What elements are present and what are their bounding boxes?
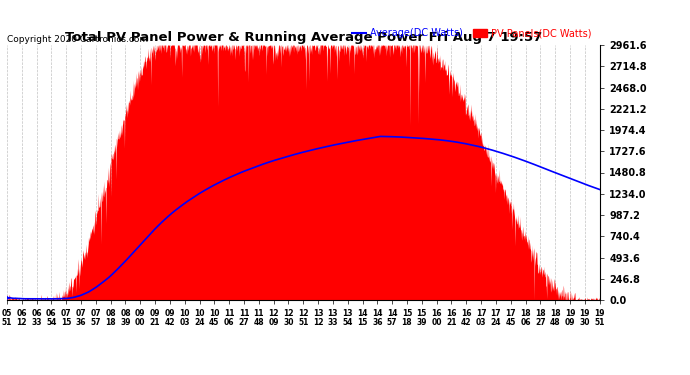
- Title: Total PV Panel Power & Running Average Power Fri Aug 7 19:57: Total PV Panel Power & Running Average P…: [65, 31, 542, 44]
- Text: Copyright 2020 Cartronics.com: Copyright 2020 Cartronics.com: [7, 35, 148, 44]
- Legend: Average(DC Watts), PV Panels(DC Watts): Average(DC Watts), PV Panels(DC Watts): [348, 24, 595, 42]
